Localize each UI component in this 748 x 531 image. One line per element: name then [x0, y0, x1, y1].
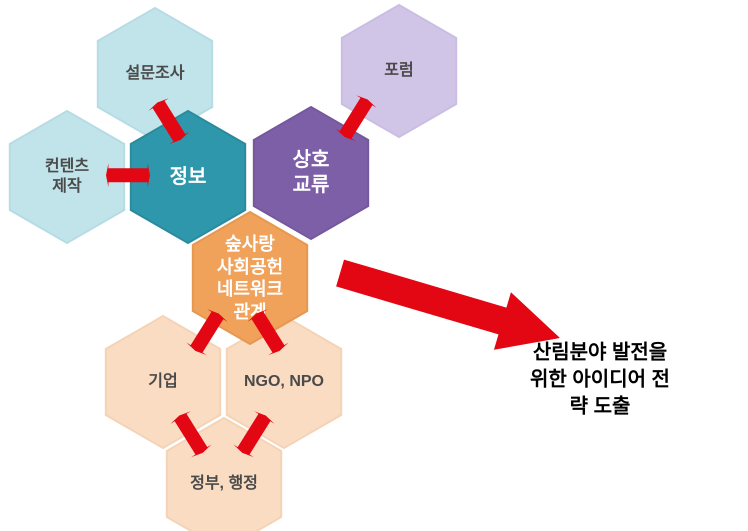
- connector-arrow-1: [94, 162, 162, 188]
- hex-exchange-label: 상호 교류: [293, 148, 330, 198]
- hex-survey-label: 설문조사: [126, 64, 185, 84]
- hex-info-label: 정보: [170, 165, 207, 190]
- hex-gov-label: 정부, 행정: [190, 474, 258, 494]
- hex-content-label: 컨텐츠 제작: [45, 157, 89, 197]
- hex-ngo-label: NGO, NPO: [244, 372, 324, 392]
- hex-forum-label: 포럼: [384, 61, 413, 81]
- hex-corp-label: 기업: [148, 372, 177, 392]
- big-arrow: [328, 233, 572, 379]
